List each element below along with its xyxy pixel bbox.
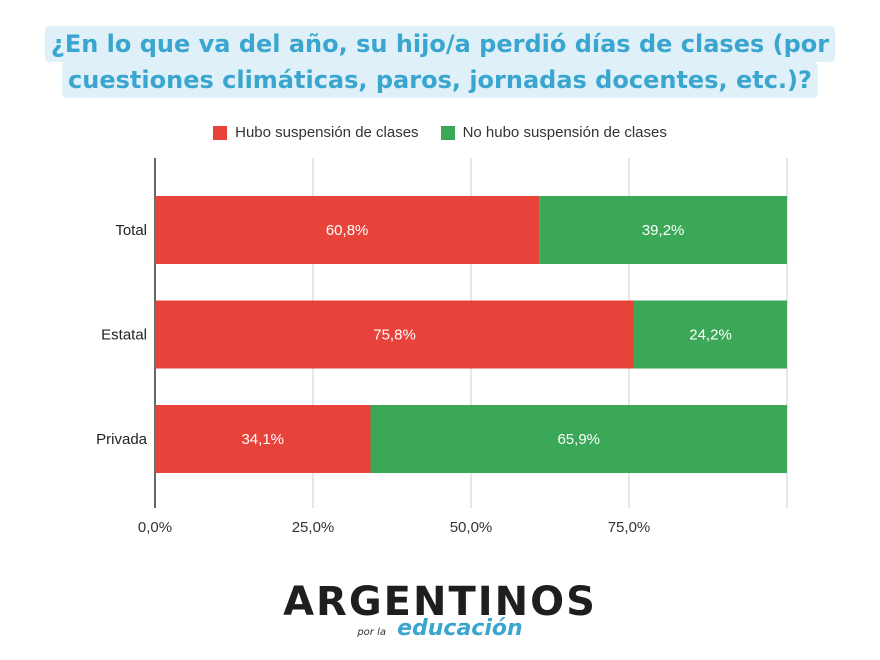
logo-educacion-text: educación: [397, 616, 523, 641]
category-label: Estatal: [101, 327, 147, 344]
x-tick-label: 0,0%: [138, 519, 172, 536]
argentinos-por-la-educacion-logo: ARGENTINOS por la educación: [0, 580, 880, 649]
data-label: 75,8%: [373, 327, 416, 344]
legend-label-no-hubo-suspension: No hubo suspensión de clases: [462, 124, 667, 141]
data-label: 65,9%: [557, 431, 600, 448]
chart-legend: Hubo suspensión de clases No hubo suspen…: [0, 124, 880, 141]
x-tick-label: 25,0%: [292, 519, 335, 536]
bar-segment: [370, 405, 787, 473]
legend-swatch-hubo-suspension: [213, 125, 228, 140]
logo-subtitle: por la educación: [0, 616, 880, 641]
bar-segment: [155, 405, 371, 473]
bar-segment: [539, 196, 787, 264]
legend-label-hubo-suspension: Hubo suspensión de clases: [235, 124, 419, 141]
logo-por-la-text: por la: [357, 627, 386, 638]
category-label: Privada: [96, 431, 148, 448]
chart-title-line-2: cuestiones climáticas, paros, jornadas d…: [62, 62, 818, 98]
legend-item-no-hubo-suspension: No hubo suspensión de clases: [440, 124, 667, 141]
data-label: 34,1%: [241, 431, 284, 448]
bar-segment: [155, 300, 635, 369]
logo-main-text: ARGENTINOS: [283, 579, 597, 625]
bar-segment: [634, 300, 787, 369]
legend-item-hubo-suspension: Hubo suspensión de clases: [213, 124, 419, 141]
x-tick-label: 75,0%: [608, 519, 651, 536]
category-label: Total: [115, 222, 147, 239]
bar-segment: [155, 196, 540, 264]
legend-swatch-no-hubo-suspension: [440, 125, 455, 140]
chart-title-line-1: ¿En lo que va del año, su hijo/a perdió …: [44, 26, 836, 62]
stacked-bar-chart: 0,0% 25,0% 50,0% 75,0% Total 60,8% 39,2% Estata…: [96, 158, 788, 536]
data-label: 24,2%: [689, 327, 732, 344]
data-label: 60,8%: [326, 222, 369, 239]
data-label: 39,2%: [642, 222, 685, 239]
chart-title: ¿En lo que va del año, su hijo/a perdió …: [0, 26, 880, 98]
x-tick-label: 50,0%: [450, 519, 493, 536]
